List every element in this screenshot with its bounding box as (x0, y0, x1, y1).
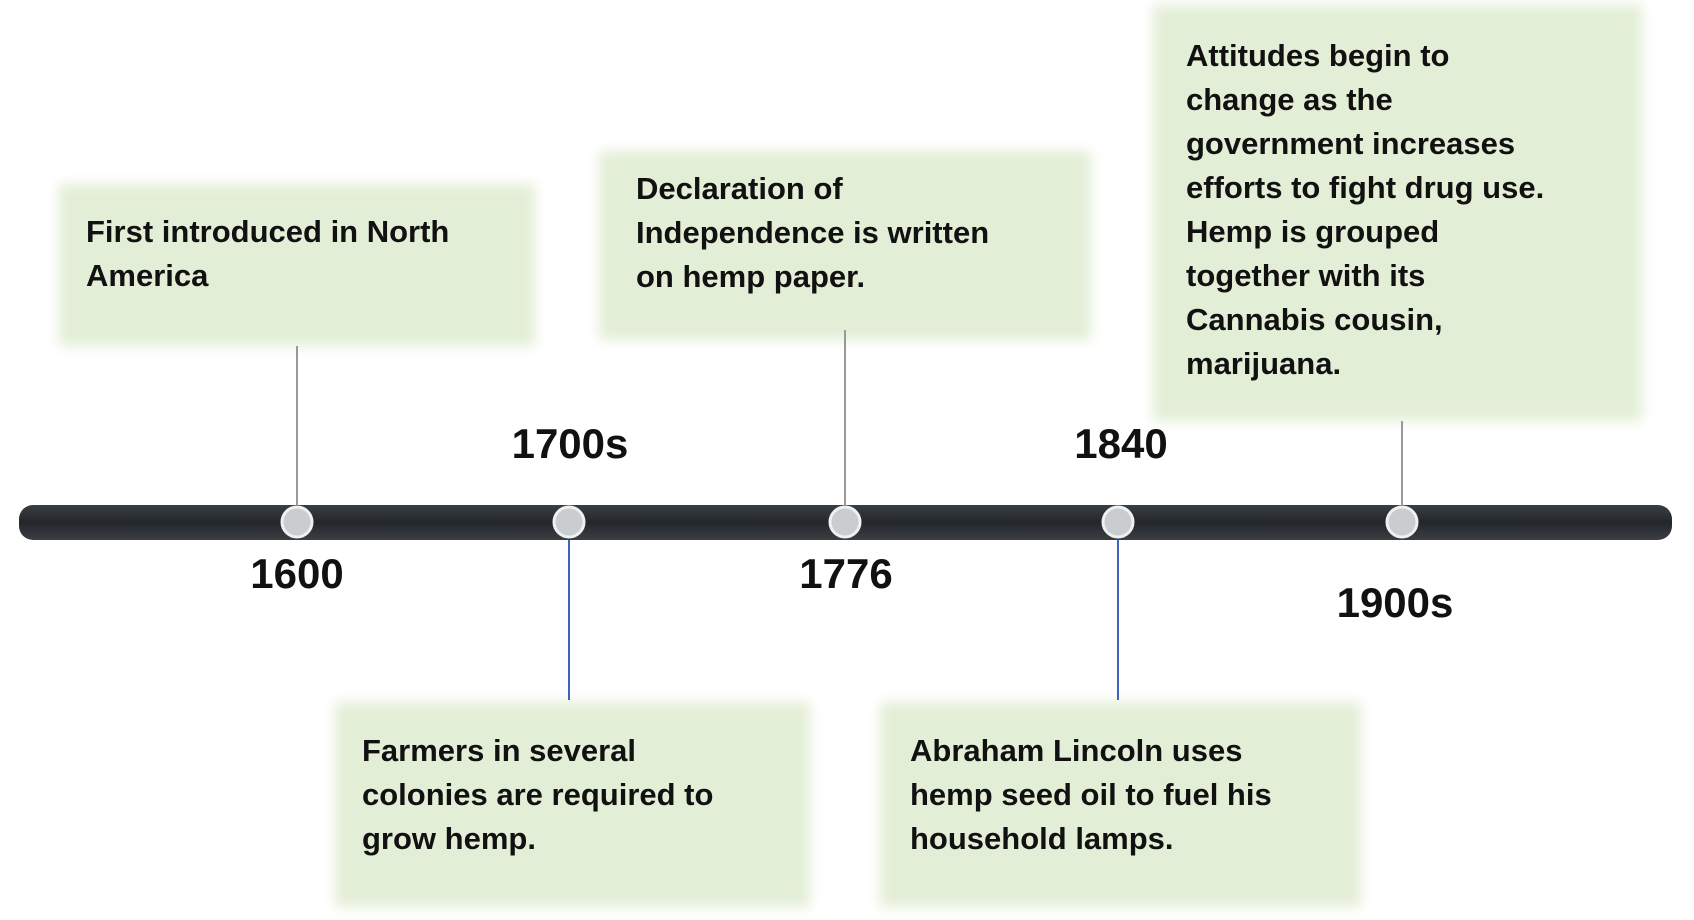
event-text: change as the (1186, 82, 1393, 117)
event-text: First introduced in North (86, 214, 449, 249)
event-text: household lamps. (910, 821, 1174, 856)
event-text: grow hemp. (362, 821, 536, 856)
event-text: Declaration of (636, 171, 843, 206)
event-text: marijuana. (1186, 346, 1341, 381)
node (552, 505, 586, 539)
year-label: 1900s (1337, 579, 1454, 626)
event-text: Independence is written (636, 215, 989, 250)
event-box (599, 151, 1091, 340)
event-text: hemp seed oil to fuel his (910, 777, 1272, 812)
year-label: 1600 (250, 550, 343, 597)
event-box (880, 702, 1361, 907)
node (828, 505, 862, 539)
year-label: 1840 (1074, 420, 1167, 467)
event-text: colonies are required to (362, 777, 713, 812)
event-text: together with its (1186, 258, 1425, 293)
event-text: Cannabis cousin, (1186, 302, 1443, 337)
event-text: government increases (1186, 126, 1515, 161)
event-text: Attitudes begin to (1186, 38, 1449, 73)
event-box (1153, 5, 1642, 421)
event-text: America (86, 258, 209, 293)
event-text: Abraham Lincoln uses (910, 733, 1242, 768)
node (1101, 505, 1135, 539)
event-box (59, 184, 535, 346)
node (280, 505, 314, 539)
year-label: 1700s (512, 420, 629, 467)
event-text: on hemp paper. (636, 259, 865, 294)
year-label: 1776 (799, 550, 892, 597)
event-text: Hemp is grouped (1186, 214, 1439, 249)
event-text: efforts to fight drug use. (1186, 170, 1544, 205)
event-text: Farmers in several (362, 733, 636, 768)
node (1385, 505, 1419, 539)
event-box (335, 702, 810, 907)
